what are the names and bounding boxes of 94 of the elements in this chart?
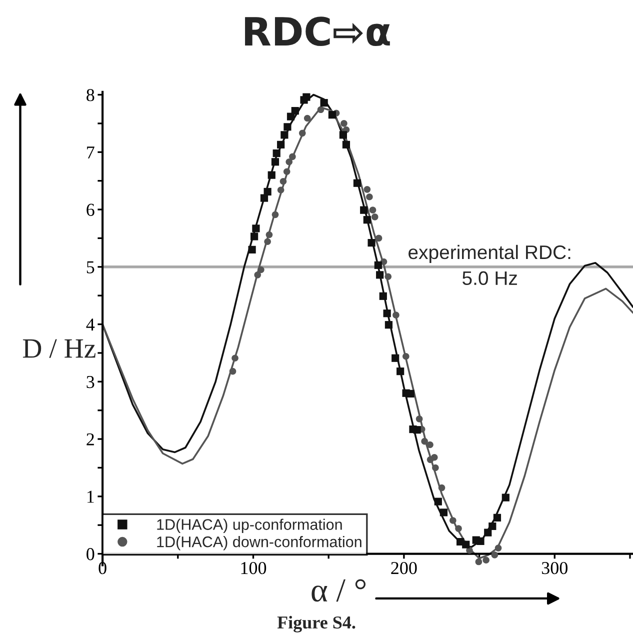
point xyxy=(455,525,462,532)
point xyxy=(272,149,280,158)
point xyxy=(434,498,442,506)
point xyxy=(426,441,434,448)
y-tick-label: 1 xyxy=(87,490,94,503)
point xyxy=(317,106,324,114)
legend-label: 1D(HACA) up-conformation xyxy=(157,518,342,533)
point xyxy=(277,140,285,148)
point xyxy=(482,556,490,564)
point xyxy=(283,168,290,176)
point xyxy=(353,179,362,187)
point xyxy=(432,464,439,472)
point xyxy=(340,120,348,127)
y-tick-label: 4 xyxy=(86,318,95,331)
point xyxy=(379,292,387,300)
point xyxy=(462,540,470,548)
point xyxy=(392,312,400,318)
point xyxy=(484,528,492,536)
legend-label: 1D(HACA) down-conformation xyxy=(157,536,362,550)
point xyxy=(291,107,299,115)
point xyxy=(304,114,311,122)
point xyxy=(342,140,350,148)
point xyxy=(376,271,384,279)
point xyxy=(416,416,423,422)
y-tick-label: 3 xyxy=(86,376,94,388)
point xyxy=(491,552,498,558)
point xyxy=(368,238,376,247)
chart-title: RDC⇨α xyxy=(245,16,390,46)
point xyxy=(284,123,292,131)
point xyxy=(277,186,284,194)
point xyxy=(360,206,368,214)
point xyxy=(364,186,371,193)
point xyxy=(493,514,502,522)
y-tick-label: 7 xyxy=(87,146,94,158)
point xyxy=(302,93,310,101)
point xyxy=(254,272,262,278)
point xyxy=(272,211,279,218)
point xyxy=(280,178,287,185)
point xyxy=(298,130,306,137)
point xyxy=(371,214,378,220)
point xyxy=(502,494,510,502)
point xyxy=(488,522,496,530)
point xyxy=(475,558,482,566)
x-tick-label: 100 xyxy=(241,562,266,574)
ref-line-label: experimental RDC: 5.0 Hz xyxy=(408,244,570,286)
point xyxy=(289,153,296,160)
point xyxy=(264,188,272,196)
point xyxy=(396,368,404,376)
point xyxy=(320,98,328,107)
point xyxy=(384,321,393,329)
point xyxy=(366,193,373,200)
point xyxy=(374,261,382,269)
point xyxy=(440,508,448,516)
x-axis-title: α / ° xyxy=(312,579,366,602)
point xyxy=(271,158,280,166)
y-tick-label: 0 xyxy=(86,548,94,560)
point xyxy=(421,438,428,445)
point xyxy=(286,158,293,166)
point xyxy=(450,517,456,524)
point xyxy=(264,238,271,246)
point xyxy=(280,131,288,139)
point xyxy=(413,426,421,434)
y-tick-label: 8 xyxy=(86,89,94,102)
point xyxy=(375,234,382,242)
point xyxy=(339,131,348,139)
point xyxy=(392,354,400,362)
point xyxy=(384,273,392,280)
point xyxy=(258,266,264,274)
x-tick-label: 0 xyxy=(98,562,106,574)
point xyxy=(476,537,484,545)
y-axis-title: D / Hz xyxy=(22,339,96,358)
point xyxy=(232,354,238,362)
point xyxy=(402,353,410,360)
point xyxy=(252,224,260,232)
x-tick-label: 300 xyxy=(542,562,568,574)
point xyxy=(369,206,376,214)
point xyxy=(363,216,371,224)
point xyxy=(286,112,295,120)
point xyxy=(494,544,502,552)
point xyxy=(406,390,414,398)
point xyxy=(248,246,256,254)
point xyxy=(328,111,336,119)
x-tick-label: 200 xyxy=(391,562,417,574)
y-tick-label: 2 xyxy=(86,433,94,446)
point xyxy=(430,454,438,461)
y-tick-label: 6 xyxy=(86,204,94,216)
point xyxy=(383,310,391,318)
point xyxy=(268,171,276,179)
point xyxy=(438,484,446,492)
point xyxy=(229,368,236,375)
caption: Figure S4. xyxy=(277,616,356,632)
point xyxy=(266,231,273,238)
y-tick-label: 5 xyxy=(86,261,94,274)
point xyxy=(250,232,258,240)
